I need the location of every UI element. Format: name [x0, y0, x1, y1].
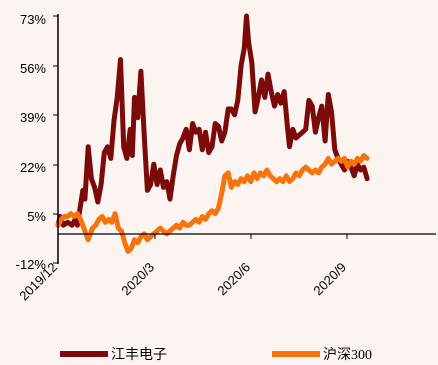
- series-line-jiangfeng: [55, 13, 370, 228]
- legend-label-hs300: 沪深300: [323, 347, 372, 363]
- y-tick-label: 22%: [20, 160, 46, 175]
- y-tick-label: 73%: [20, 12, 46, 27]
- y-axis-ticks: 73% 56% 39% 22% 5% -12%: [16, 12, 47, 272]
- y-tick-label: 56%: [20, 61, 46, 76]
- y-tick-label: 5%: [27, 209, 46, 224]
- axes: [53, 14, 436, 264]
- series-layer: [55, 13, 370, 254]
- legend-label-jiangfeng: 江丰电子: [111, 347, 167, 363]
- y-tick-label: 39%: [20, 110, 46, 125]
- series-line-hs300: [55, 153, 370, 254]
- legend: 江丰电子 沪深300: [60, 347, 372, 363]
- y-tick-label: -12%: [16, 257, 47, 272]
